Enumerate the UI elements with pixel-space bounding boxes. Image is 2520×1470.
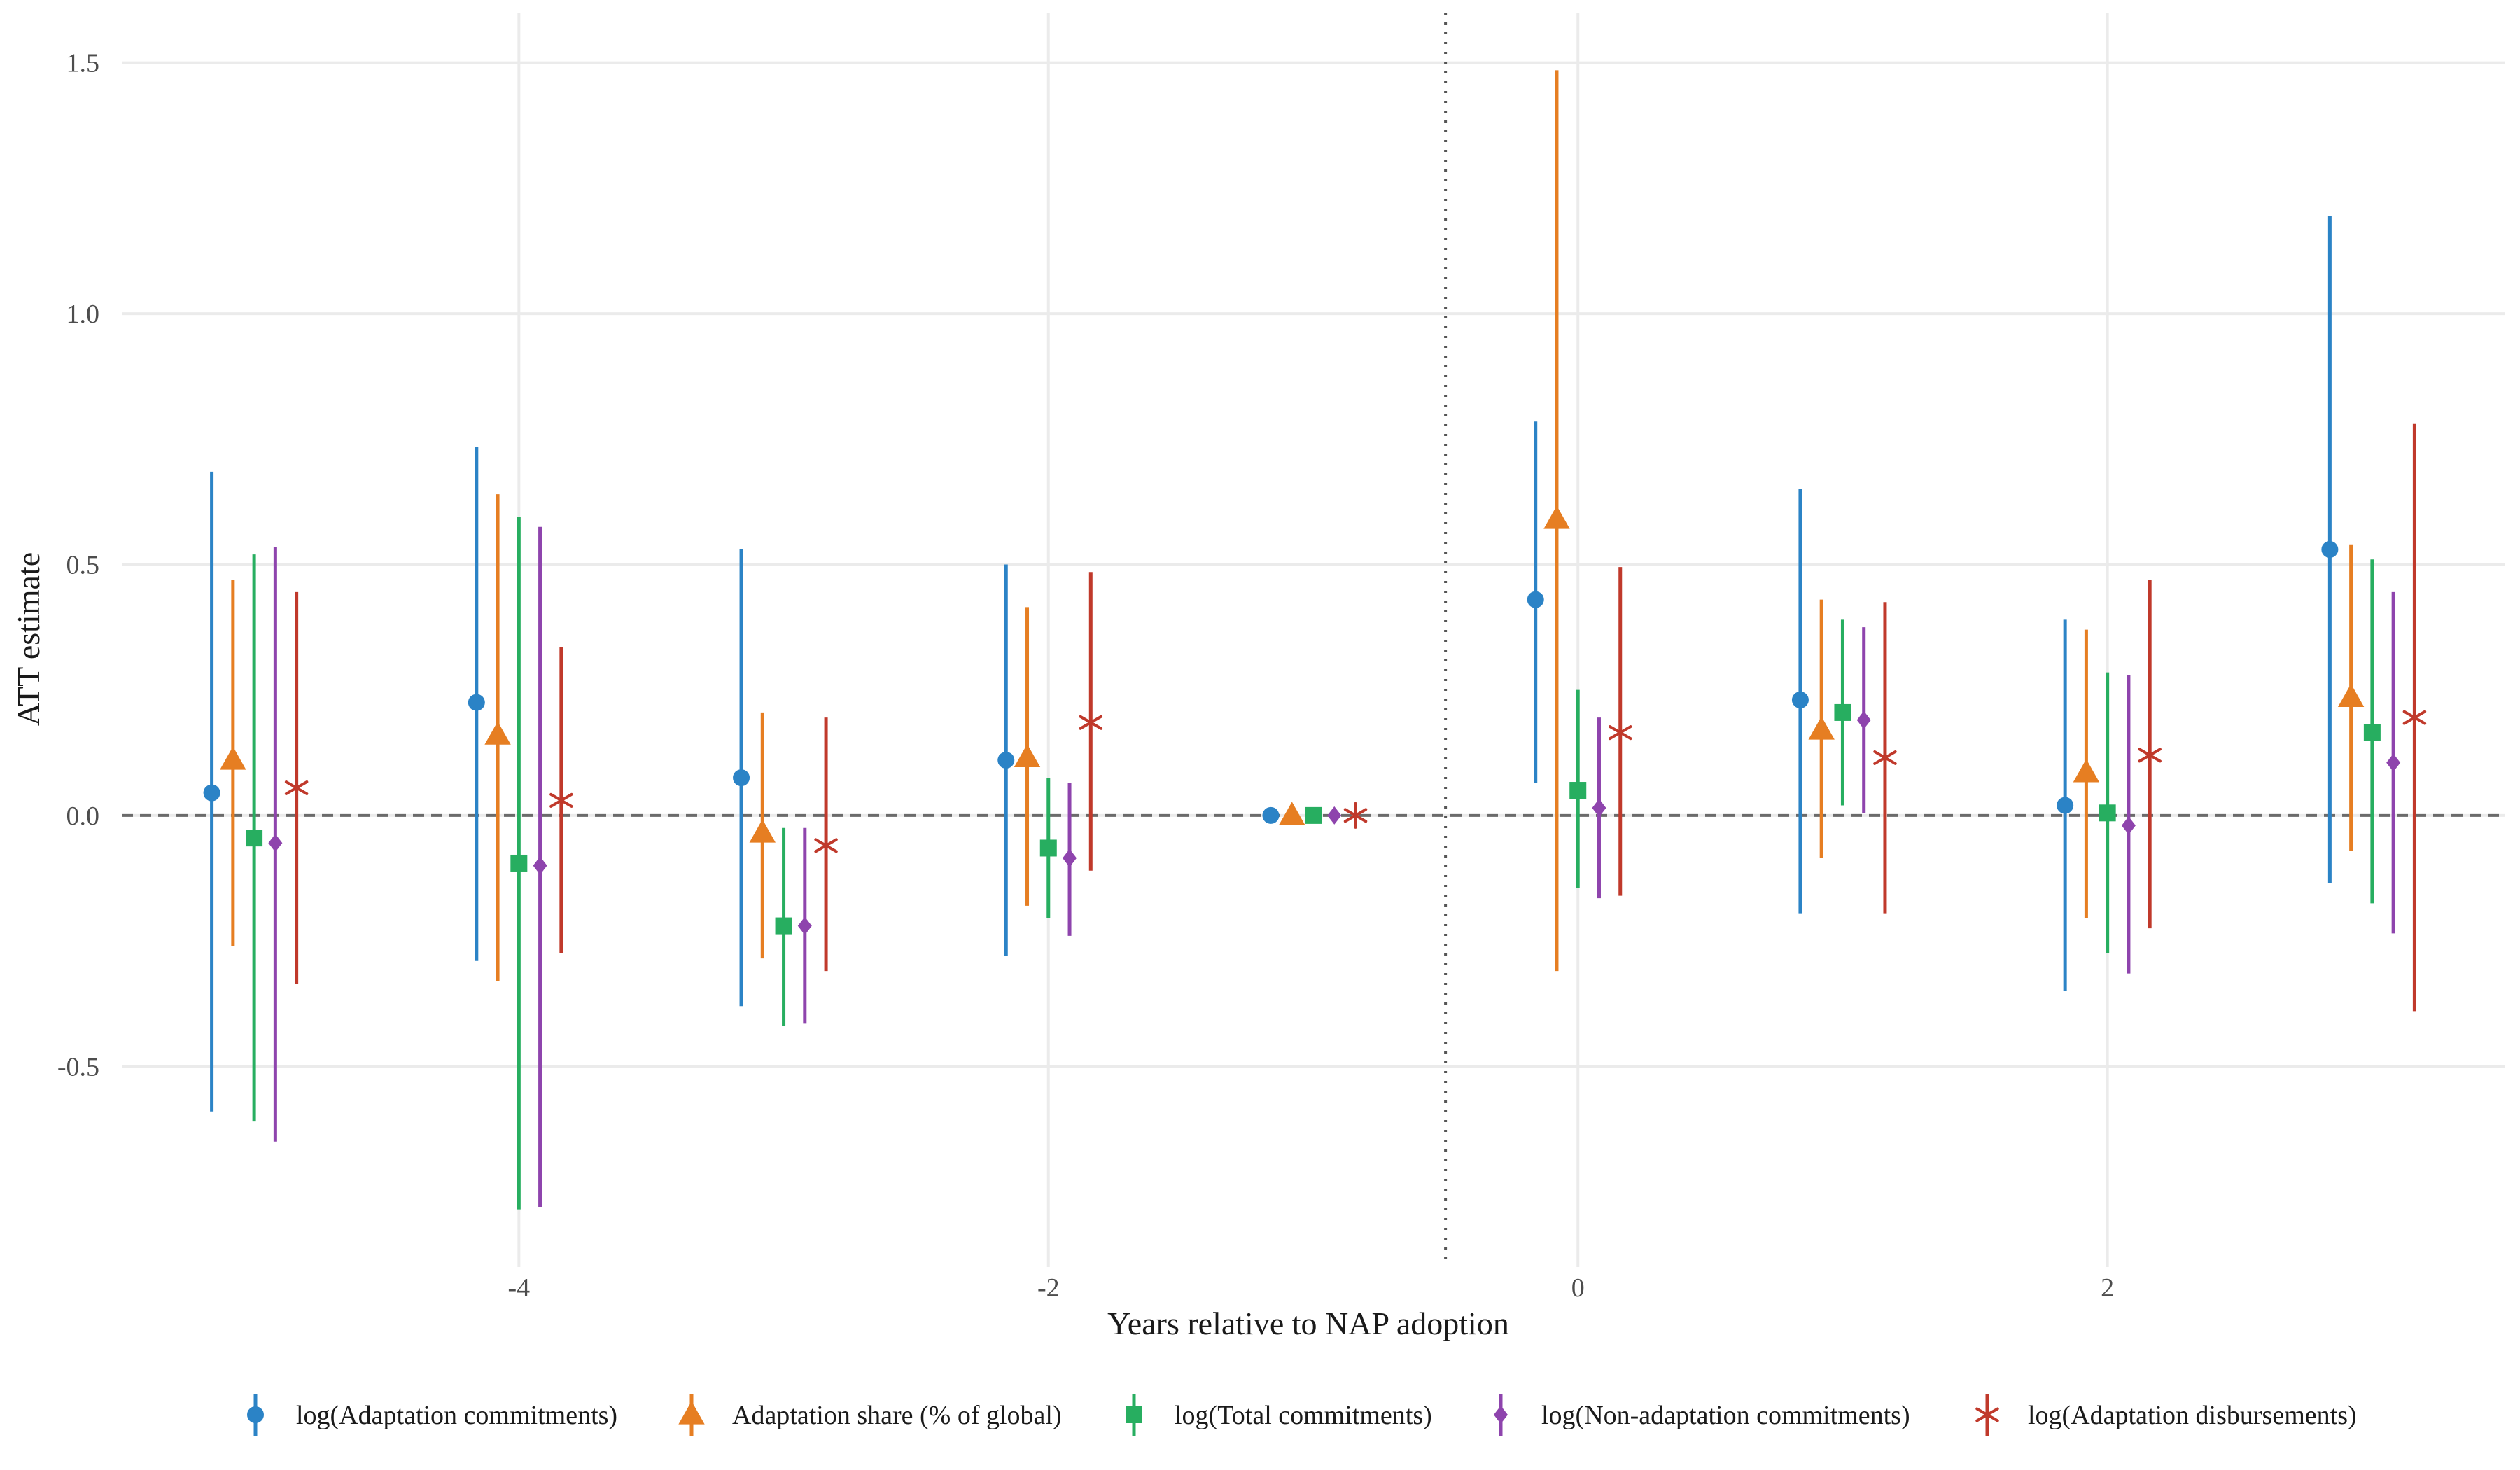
point-estimate <box>1569 782 1587 799</box>
x-tick-label: -2 <box>1037 1273 1060 1303</box>
point-estimate <box>997 752 1015 769</box>
point-estimate <box>1609 719 1632 746</box>
point-estimate <box>2073 759 2100 783</box>
point-estimate <box>1327 806 1342 825</box>
y-tick-label: 0.0 <box>66 802 100 831</box>
point-estimate <box>2402 704 2427 732</box>
asterisk-stroke <box>550 792 573 808</box>
x-axis-title: Years relative to NAP adoption <box>1107 1306 1509 1341</box>
point-estimate <box>733 769 750 787</box>
point-estimate <box>775 917 792 934</box>
series-triangle <box>220 70 2365 981</box>
point-estimate <box>2099 804 2116 822</box>
point-estimate <box>2337 683 2365 708</box>
point-estimate <box>1079 709 1103 736</box>
point-estimate <box>268 834 283 853</box>
legend-key-marker <box>1975 1401 1999 1428</box>
asterisk-stroke <box>2402 710 2427 725</box>
asterisk-stroke <box>1873 750 1897 765</box>
point-estimate <box>2321 540 2339 558</box>
data-series <box>203 70 2427 1210</box>
tick-labels: -0.5 0.0 0.5 1.0 1.5 -4 -2 0 2 <box>57 49 2114 1303</box>
legend: log(Adaptation commitments) Adaptation sh… <box>247 1394 2357 1436</box>
point-estimate <box>1527 591 1544 608</box>
point-estimate <box>203 784 220 802</box>
legend-key-marker <box>678 1401 705 1424</box>
asterisk-stroke <box>1343 808 1368 823</box>
legend-item: Adaptation share (% of global) <box>678 1394 1062 1436</box>
x-tick-label: 0 <box>1572 1273 1585 1303</box>
asterisk-stroke <box>2138 748 2162 763</box>
x-tick-label: -4 <box>508 1273 531 1303</box>
y-tick-label: 1.0 <box>66 300 100 329</box>
point-estimate <box>1040 839 1057 857</box>
legend-item: log(Non-adaptation commitments) <box>1494 1394 1910 1436</box>
series-square <box>246 517 2381 1210</box>
point-estimate <box>468 694 485 711</box>
point-estimate <box>814 832 838 859</box>
legend-item: log(Total commitments) <box>1126 1394 1432 1436</box>
legend-label: Adaptation share (% of global) <box>732 1401 1062 1430</box>
point-estimate <box>484 721 511 745</box>
y-axis-title: ATT estimate <box>10 552 46 726</box>
point-estimate <box>1592 799 1606 818</box>
legend-label: log(Total commitments) <box>1175 1401 1432 1430</box>
point-estimate <box>1014 743 1041 768</box>
point-estimate <box>1544 505 1570 529</box>
point-estimate <box>550 787 573 814</box>
series-diamond <box>268 526 2401 1207</box>
point-estimate <box>1305 806 1322 824</box>
legend-label: log(Adaptation disbursements) <box>2028 1401 2357 1430</box>
point-estimate <box>2138 741 2162 769</box>
asterisk-stroke <box>814 838 838 853</box>
legend-item: log(Adaptation commitments) <box>247 1394 617 1436</box>
point-estimate <box>1808 716 1835 740</box>
point-estimate <box>2057 797 2074 814</box>
legend-key-marker <box>1494 1406 1508 1424</box>
legend-key-marker <box>247 1406 264 1423</box>
point-estimate <box>1834 704 1851 721</box>
point-estimate <box>2363 724 2381 741</box>
series-asterisk <box>284 424 2427 1011</box>
asterisk-stroke <box>1609 725 1632 741</box>
point-estimate <box>749 819 776 843</box>
point-estimate <box>284 774 309 802</box>
legend-label: log(Adaptation commitments) <box>296 1401 617 1430</box>
point-estimate <box>797 916 812 935</box>
point-estimate <box>1063 848 1077 867</box>
point-estimate <box>1856 710 1871 729</box>
x-tick-label: 2 <box>2101 1273 2114 1303</box>
point-estimate <box>1873 744 1897 771</box>
legend-label: log(Non-adaptation commitments) <box>1541 1401 1910 1430</box>
y-tick-label: -0.5 <box>57 1052 99 1082</box>
series-circle <box>203 216 2339 1112</box>
point-estimate <box>1343 802 1368 829</box>
point-estimate <box>1279 802 1306 825</box>
y-tick-label: 1.5 <box>66 49 100 78</box>
legend-item: log(Adaptation disbursements) <box>1975 1394 2357 1436</box>
point-estimate <box>1262 806 1280 824</box>
legend-key-marker <box>1126 1406 1142 1423</box>
point-estimate <box>1791 692 1809 709</box>
point-estimate <box>510 854 528 872</box>
point-estimate <box>2121 816 2136 835</box>
asterisk-stroke <box>1975 1407 1999 1422</box>
point-estimate <box>2386 753 2401 772</box>
asterisk-stroke <box>1079 715 1103 730</box>
point-estimate <box>246 830 263 847</box>
y-tick-label: 0.5 <box>66 550 100 580</box>
point-estimate <box>533 856 547 875</box>
asterisk-stroke <box>284 780 309 795</box>
point-estimate <box>220 746 246 770</box>
